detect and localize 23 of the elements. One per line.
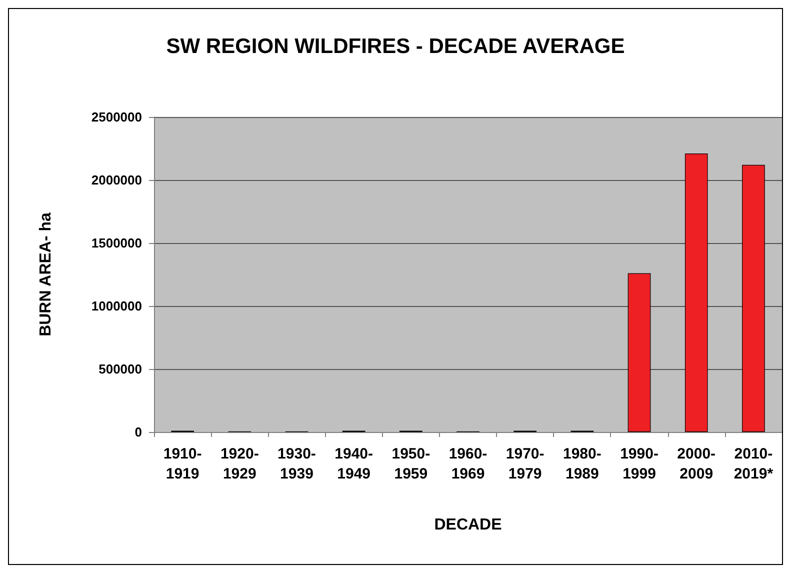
- x-tick-label: 1980- 1989: [562, 446, 602, 482]
- x-tick-label: 2000- 2009: [677, 446, 716, 482]
- x-axis-title: DECADE: [434, 516, 502, 534]
- y-tick-label: 1500000: [91, 236, 142, 250]
- x-tick-label: 1920- 1929: [220, 446, 259, 482]
- x-tick-label: 1960- 1969: [448, 446, 488, 482]
- x-tick-label: 1910- 1919: [163, 446, 202, 482]
- bar: [684, 154, 708, 432]
- y-tick-label: 2000000: [91, 172, 142, 188]
- x-tick-label: 1950- 1959: [392, 446, 430, 482]
- chart-title: SW REGION WILDFIRES - DECADE AVERAGE: [166, 35, 625, 58]
- bar: [628, 273, 651, 432]
- x-tick-label: 1940- 1949: [334, 446, 374, 482]
- x-tick-label: 1990- 1999: [620, 446, 658, 482]
- x-tick-label: 1970- 1979: [506, 446, 544, 482]
- y-tick-label: 500000: [98, 362, 142, 376]
- y-tick-label: 1000000: [91, 298, 142, 314]
- y-axis-title: BURN AREA- ha: [38, 212, 54, 336]
- x-tick-label: 2010- 2019*: [734, 446, 774, 482]
- x-tick-label: 1930- 1939: [278, 446, 316, 482]
- bar: [742, 164, 765, 432]
- y-tick-label: 0: [134, 424, 142, 440]
- y-tick-label: 2500000: [91, 110, 142, 124]
